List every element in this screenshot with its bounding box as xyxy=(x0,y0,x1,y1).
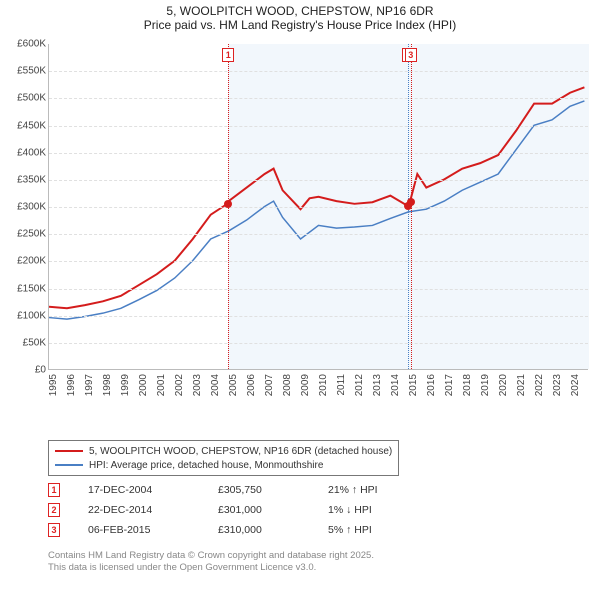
xtick-label: 2008 xyxy=(282,374,293,396)
legend-swatch xyxy=(55,450,83,452)
gridline xyxy=(49,343,588,344)
xtick-label: 2016 xyxy=(426,374,437,396)
sales-badge: 1 xyxy=(48,483,60,497)
marker-badge-1: 1 xyxy=(222,48,234,62)
marker-badge-3: 3 xyxy=(405,48,417,62)
sales-rel: 5% ↑ HPI xyxy=(328,524,372,536)
xtick-label: 1995 xyxy=(48,374,59,396)
gridline xyxy=(49,71,588,72)
marker-dot-1 xyxy=(224,200,232,208)
footer: Contains HM Land Registry data © Crown c… xyxy=(48,550,374,574)
ytick-label: £600K xyxy=(17,39,46,50)
ytick-label: £300K xyxy=(17,202,46,213)
footer-line2: This data is licensed under the Open Gov… xyxy=(48,562,374,574)
sales-date: 22-DEC-2014 xyxy=(88,504,218,516)
ytick-label: £150K xyxy=(17,283,46,294)
xtick-label: 2017 xyxy=(444,374,455,396)
xtick-label: 2018 xyxy=(462,374,473,396)
xtick-label: 2014 xyxy=(390,374,401,396)
xtick-label: 2001 xyxy=(156,374,167,396)
ytick-label: £50K xyxy=(23,337,46,348)
xtick-label: 2002 xyxy=(174,374,185,396)
xtick-label: 2015 xyxy=(408,374,419,396)
xtick-label: 1999 xyxy=(120,374,131,396)
sales-price: £301,000 xyxy=(218,504,328,516)
ytick-label: £0 xyxy=(35,365,46,376)
gridline xyxy=(49,234,588,235)
xtick-label: 1996 xyxy=(66,374,77,396)
legend-row: HPI: Average price, detached house, Monm… xyxy=(55,458,392,472)
gridline xyxy=(49,261,588,262)
ytick-label: £200K xyxy=(17,256,46,267)
gridline xyxy=(49,153,588,154)
xtick-label: 2022 xyxy=(534,374,545,396)
sales-date: 17-DEC-2004 xyxy=(88,484,218,496)
sales-price: £310,000 xyxy=(218,524,328,536)
chart-container: 5, WOOLPITCH WOOD, CHEPSTOW, NP16 6DR Pr… xyxy=(0,0,600,590)
xtick-label: 2024 xyxy=(570,374,581,396)
gridline xyxy=(49,289,588,290)
xtick-label: 2007 xyxy=(264,374,275,396)
xtick-label: 2000 xyxy=(138,374,149,396)
legend-row: 5, WOOLPITCH WOOD, CHEPSTOW, NP16 6DR (d… xyxy=(55,444,392,458)
ytick-label: £450K xyxy=(17,120,46,131)
xtick-label: 1997 xyxy=(84,374,95,396)
xtick-label: 2010 xyxy=(318,374,329,396)
xtick-label: 2005 xyxy=(228,374,239,396)
footer-line1: Contains HM Land Registry data © Crown c… xyxy=(48,550,374,562)
gridline xyxy=(49,126,588,127)
sales-row: 2 22-DEC-2014£301,0001% ↓ HPI xyxy=(48,500,378,520)
ytick-label: £400K xyxy=(17,147,46,158)
sales-date: 06-FEB-2015 xyxy=(88,524,218,536)
xtick-label: 2011 xyxy=(336,374,347,396)
sales-rel: 21% ↑ HPI xyxy=(328,484,378,496)
xtick-label: 2021 xyxy=(516,374,527,396)
ytick-label: £250K xyxy=(17,229,46,240)
xtick-label: 2023 xyxy=(552,374,563,396)
title-subtitle: Price paid vs. HM Land Registry's House … xyxy=(0,18,600,32)
gridline xyxy=(49,207,588,208)
sales-rel: 1% ↓ HPI xyxy=(328,504,372,516)
xtick-label: 1998 xyxy=(102,374,113,396)
ytick-label: £500K xyxy=(17,93,46,104)
xtick-label: 2019 xyxy=(480,374,491,396)
xtick-label: 2009 xyxy=(300,374,311,396)
marker-line-3 xyxy=(411,44,412,369)
legend-label: HPI: Average price, detached house, Monm… xyxy=(89,460,323,471)
xtick-label: 2003 xyxy=(192,374,203,396)
gridline xyxy=(49,316,588,317)
legend-label: 5, WOOLPITCH WOOD, CHEPSTOW, NP16 6DR (d… xyxy=(89,446,392,457)
xtick-label: 2012 xyxy=(354,374,365,396)
chart-wrap: 123 £0 £50K £100K £150K £200K £250K £300K £350K… xyxy=(8,44,592,404)
xtick-label: 2020 xyxy=(498,374,509,396)
series-hpi xyxy=(49,101,584,319)
title-block: 5, WOOLPITCH WOOD, CHEPSTOW, NP16 6DR Pr… xyxy=(0,0,600,32)
xtick-label: 2013 xyxy=(372,374,383,396)
sales-price: £305,750 xyxy=(218,484,328,496)
sales-table: 1 17-DEC-2004£305,75021% ↑ HPI 2 22-DEC-201… xyxy=(48,480,378,540)
xtick-label: 2006 xyxy=(246,374,257,396)
sales-row: 1 17-DEC-2004£305,75021% ↑ HPI xyxy=(48,480,378,500)
sales-row: 3 06-FEB-2015£310,0005% ↑ HPI xyxy=(48,520,378,540)
sales-badge: 3 xyxy=(48,523,60,537)
gridline xyxy=(49,180,588,181)
legend: 5, WOOLPITCH WOOD, CHEPSTOW, NP16 6DR (d… xyxy=(48,440,399,476)
sales-badge: 2 xyxy=(48,503,60,517)
plot-area: 123 xyxy=(48,44,588,370)
gridline xyxy=(49,98,588,99)
title-address: 5, WOOLPITCH WOOD, CHEPSTOW, NP16 6DR xyxy=(0,4,600,18)
ytick-label: £100K xyxy=(17,310,46,321)
xtick-label: 2004 xyxy=(210,374,221,396)
ytick-label: £550K xyxy=(17,66,46,77)
legend-swatch xyxy=(55,464,83,466)
marker-dot-3 xyxy=(407,198,415,206)
ytick-label: £350K xyxy=(17,174,46,185)
series-price_paid xyxy=(49,87,584,308)
